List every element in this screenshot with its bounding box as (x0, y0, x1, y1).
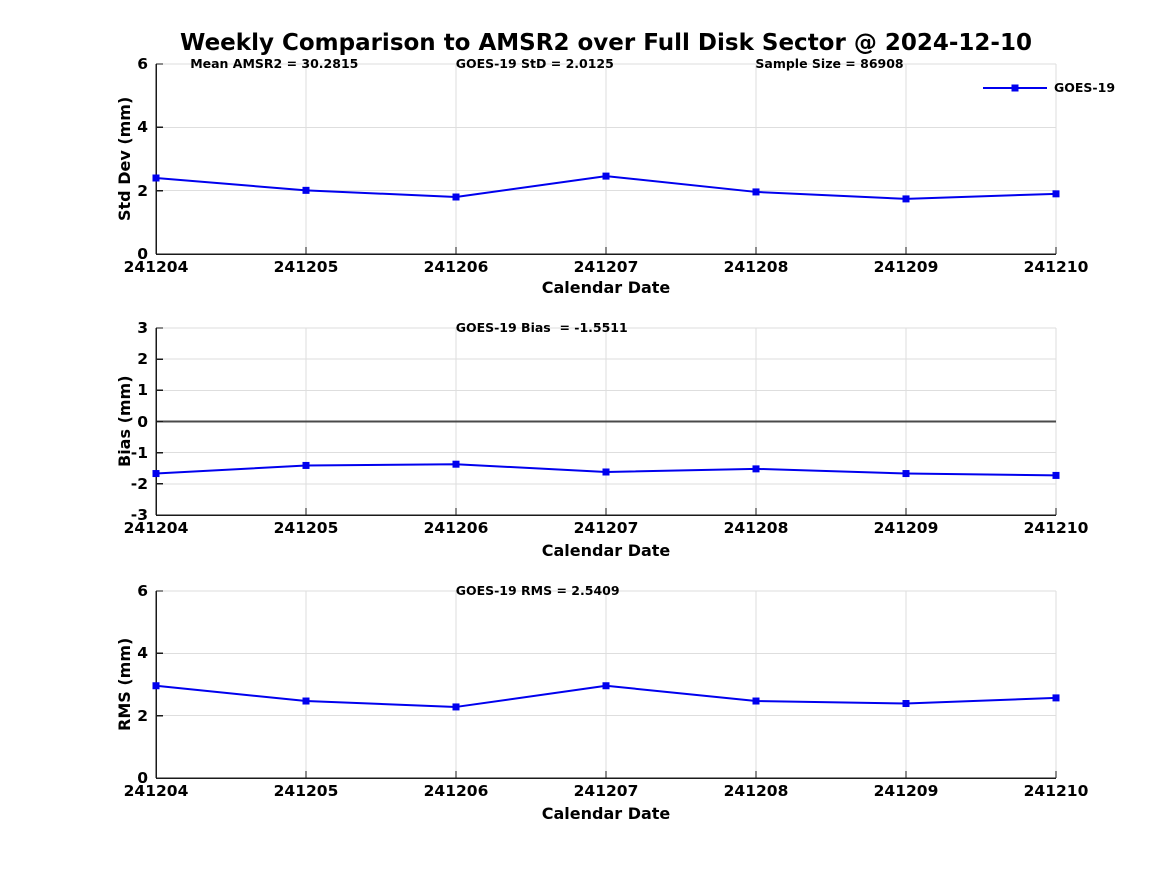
stat-annotation: GOES-19 Bias = -1.5511 (455, 320, 628, 335)
data-point-marker (752, 697, 760, 705)
y-tick-label: 2 (137, 181, 148, 200)
x-tick-label: 241210 (1023, 782, 1089, 800)
data-point-marker (602, 172, 610, 180)
legend-line-icon (983, 84, 1047, 91)
x-tick-label: 241207 (573, 782, 639, 800)
legend-label: GOES-19 (1054, 80, 1116, 95)
y-tick-label: -3 (130, 506, 148, 524)
x-tick-label: 241208 (723, 782, 789, 800)
stat-annotation: Mean AMSR2 = 30.2815 (190, 56, 359, 71)
y-tick-label: 0 (137, 245, 148, 263)
y-tick-label: 3 (137, 319, 148, 337)
x-axis-label: Calendar Date (541, 541, 671, 560)
x-tick-label: 241206 (423, 258, 489, 276)
data-point-marker (152, 174, 160, 182)
data-point-marker (452, 703, 460, 711)
x-tick-label: 241205 (273, 519, 339, 537)
x-tick-label: 241210 (1023, 258, 1089, 276)
y-tick-label: 2 (137, 350, 148, 369)
x-tick-label: 241207 (573, 519, 639, 537)
plot-area-rms: 0 2 4 6 241204 241205 241206 241207 241208 241209… (124, 582, 1089, 800)
data-point-marker (602, 468, 610, 476)
legend: GOES-19 (983, 80, 1115, 95)
x-tick-label: 241204 (123, 258, 189, 276)
data-point-marker (1052, 190, 1060, 198)
x-axis-label: Calendar Date (541, 804, 671, 823)
data-point-marker (152, 682, 160, 690)
data-point-marker (1052, 694, 1060, 702)
data-point-marker (1052, 471, 1060, 479)
y-tick-label: 6 (137, 582, 148, 600)
y-tick-label: 4 (137, 118, 148, 137)
y-tick-label: -2 (130, 474, 148, 493)
y-axis-label-rms: RMS (mm) (115, 637, 134, 732)
x-tick-label: 241207 (573, 258, 639, 276)
x-tick-label: 241210 (1023, 519, 1089, 537)
data-point-marker (152, 470, 160, 478)
x-tick-label: 241208 (723, 519, 789, 537)
x-tick-label: 241204 (123, 519, 189, 537)
plot-area-stddev: 0 2 4 6 241204 241205 241206 241207 241208 241209… (124, 55, 1089, 276)
data-point-marker (902, 700, 910, 708)
y-tick-label: -1 (130, 443, 148, 462)
data-point-marker (602, 682, 610, 690)
data-point-marker (302, 697, 310, 705)
x-tick-label: 241206 (423, 519, 489, 537)
chart-title: Weekly Comparison to AMSR2 over Full Dis… (180, 30, 1032, 56)
chart-svg (152, 590, 1060, 779)
data-point-marker (902, 470, 910, 478)
x-tick-label: 241209 (873, 782, 939, 800)
data-point-marker (752, 188, 760, 196)
y-tick-label: 1 (137, 381, 148, 400)
y-tick-label: 0 (137, 769, 148, 787)
x-tick-label: 241208 (723, 258, 789, 276)
stat-annotation: GOES-19 RMS = 2.5409 (455, 583, 620, 598)
data-point-marker (452, 460, 460, 468)
x-tick-label: 241206 (423, 782, 489, 800)
y-axis-label-stddev: Std Dev (mm) (115, 96, 134, 222)
x-tick-label: 241205 (273, 782, 339, 800)
y-tick-label: 6 (137, 55, 148, 73)
y-tick-label: 2 (137, 706, 148, 725)
chart-svg (152, 63, 1060, 255)
plot-area-bias: 3 2 1 0 -1 -2 -3 241204 241205 241206 241207 241208… (124, 319, 1089, 537)
x-tick-label: 241209 (873, 519, 939, 537)
y-tick-label: 0 (137, 412, 148, 431)
data-point-marker (902, 195, 910, 203)
x-tick-label: 241209 (873, 258, 939, 276)
y-tick-label: 4 (137, 644, 148, 663)
stat-annotation: Sample Size = 86908 (755, 56, 904, 71)
x-axis-label: Calendar Date (541, 278, 671, 297)
stat-annotation: GOES-19 StD = 2.0125 (455, 56, 614, 71)
x-tick-label: 241204 (123, 782, 189, 800)
data-point-marker (752, 465, 760, 473)
data-point-marker (302, 186, 310, 194)
data-point-marker (302, 461, 310, 469)
data-point-marker (452, 193, 460, 201)
chart-svg (152, 327, 1060, 516)
x-tick-label: 241205 (273, 258, 339, 276)
